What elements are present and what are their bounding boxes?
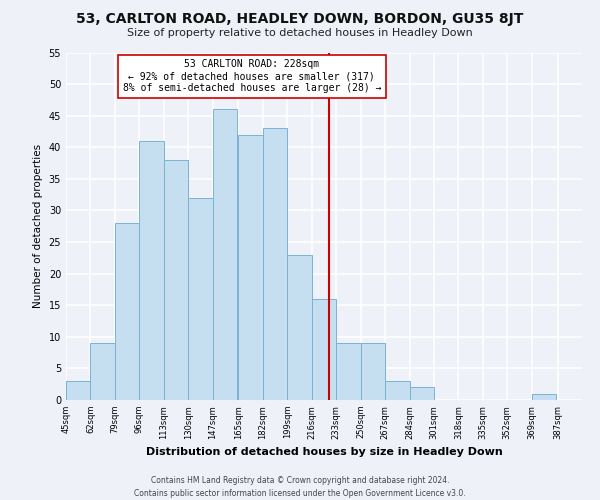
Bar xyxy=(532,394,556,400)
Bar xyxy=(164,160,188,400)
Text: 53 CARLTON ROAD: 228sqm
← 92% of detached houses are smaller (317)
8% of semi-de: 53 CARLTON ROAD: 228sqm ← 92% of detache… xyxy=(122,60,381,92)
Y-axis label: Number of detached properties: Number of detached properties xyxy=(33,144,43,308)
Bar xyxy=(238,134,263,400)
Text: 53, CARLTON ROAD, HEADLEY DOWN, BORDON, GU35 8JT: 53, CARLTON ROAD, HEADLEY DOWN, BORDON, … xyxy=(76,12,524,26)
Bar xyxy=(336,343,361,400)
Bar xyxy=(361,343,385,400)
Bar xyxy=(212,110,237,400)
Bar xyxy=(287,254,312,400)
Text: Size of property relative to detached houses in Headley Down: Size of property relative to detached ho… xyxy=(127,28,473,38)
Bar xyxy=(66,381,91,400)
Bar xyxy=(139,141,164,400)
Bar xyxy=(410,388,434,400)
Bar xyxy=(312,299,336,400)
Bar xyxy=(263,128,287,400)
Bar xyxy=(188,198,212,400)
Bar xyxy=(115,223,139,400)
Bar xyxy=(91,343,115,400)
X-axis label: Distribution of detached houses by size in Headley Down: Distribution of detached houses by size … xyxy=(146,447,502,457)
Bar xyxy=(385,381,410,400)
Text: Contains HM Land Registry data © Crown copyright and database right 2024.
Contai: Contains HM Land Registry data © Crown c… xyxy=(134,476,466,498)
